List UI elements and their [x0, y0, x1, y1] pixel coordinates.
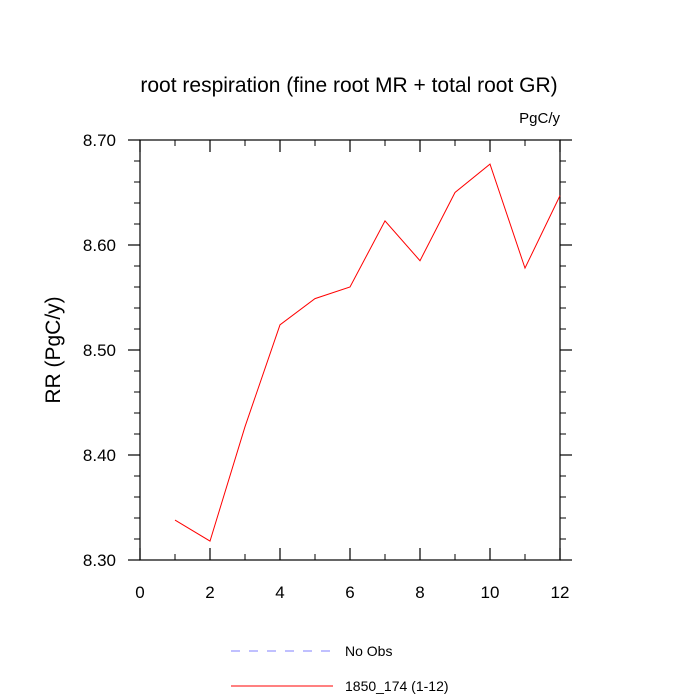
units-label: PgC/y — [519, 110, 560, 127]
x-tick-label: 2 — [205, 583, 214, 602]
y-tick-label: 8.70 — [83, 131, 116, 150]
y-tick-label: 8.60 — [83, 236, 116, 255]
x-tick-label: 6 — [345, 583, 354, 602]
legend-label: 1850_174 (1-12) — [345, 678, 449, 694]
x-tick-label: 0 — [135, 583, 144, 602]
x-tick-label: 12 — [551, 583, 570, 602]
plot-frame — [139, 139, 561, 561]
axis-ticks — [128, 139, 572, 561]
legend-label: No Obs — [345, 643, 392, 659]
y-tick-label: 8.30 — [83, 551, 116, 570]
y-tick-labels: 8.30 8.40 8.50 8.60 8.70 — [83, 131, 116, 570]
series-line — [174, 163, 561, 542]
legend: No Obs 1850_174 (1-12) — [231, 643, 449, 694]
y-tick-label: 8.50 — [83, 341, 116, 360]
y-tick-label: 8.40 — [83, 446, 116, 465]
x-tick-label: 8 — [415, 583, 424, 602]
chart-title: root respiration (fine root MR + total r… — [140, 74, 557, 97]
x-tick-labels: 0 2 4 6 8 10 12 — [135, 583, 569, 602]
x-tick-label: 10 — [481, 583, 500, 602]
series-group — [174, 163, 561, 542]
y-axis-label: RR (PgC/y) — [42, 296, 65, 403]
x-tick-label: 4 — [275, 583, 284, 602]
